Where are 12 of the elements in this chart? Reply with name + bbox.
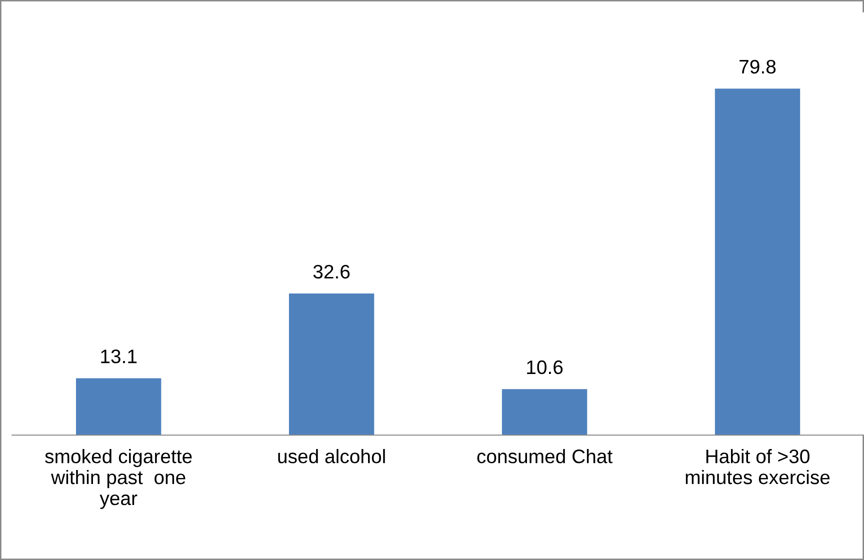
data-label: 10.6 — [527, 360, 563, 374]
data-label: 79.8 — [740, 60, 776, 74]
data-label: 32.6 — [313, 264, 350, 279]
x-tick-label: Habit of >30 minutes exercise — [686, 449, 830, 484]
x-tick-label: consumed Chat — [477, 449, 612, 464]
bar — [76, 378, 162, 436]
x-tick-label: used alcohol — [278, 449, 385, 464]
bar — [714, 88, 800, 436]
bar — [288, 294, 374, 436]
x-tick-label: smoked cigarette within past one year — [45, 449, 192, 510]
bar — [502, 389, 588, 436]
data-label: 13.1 — [101, 350, 137, 364]
